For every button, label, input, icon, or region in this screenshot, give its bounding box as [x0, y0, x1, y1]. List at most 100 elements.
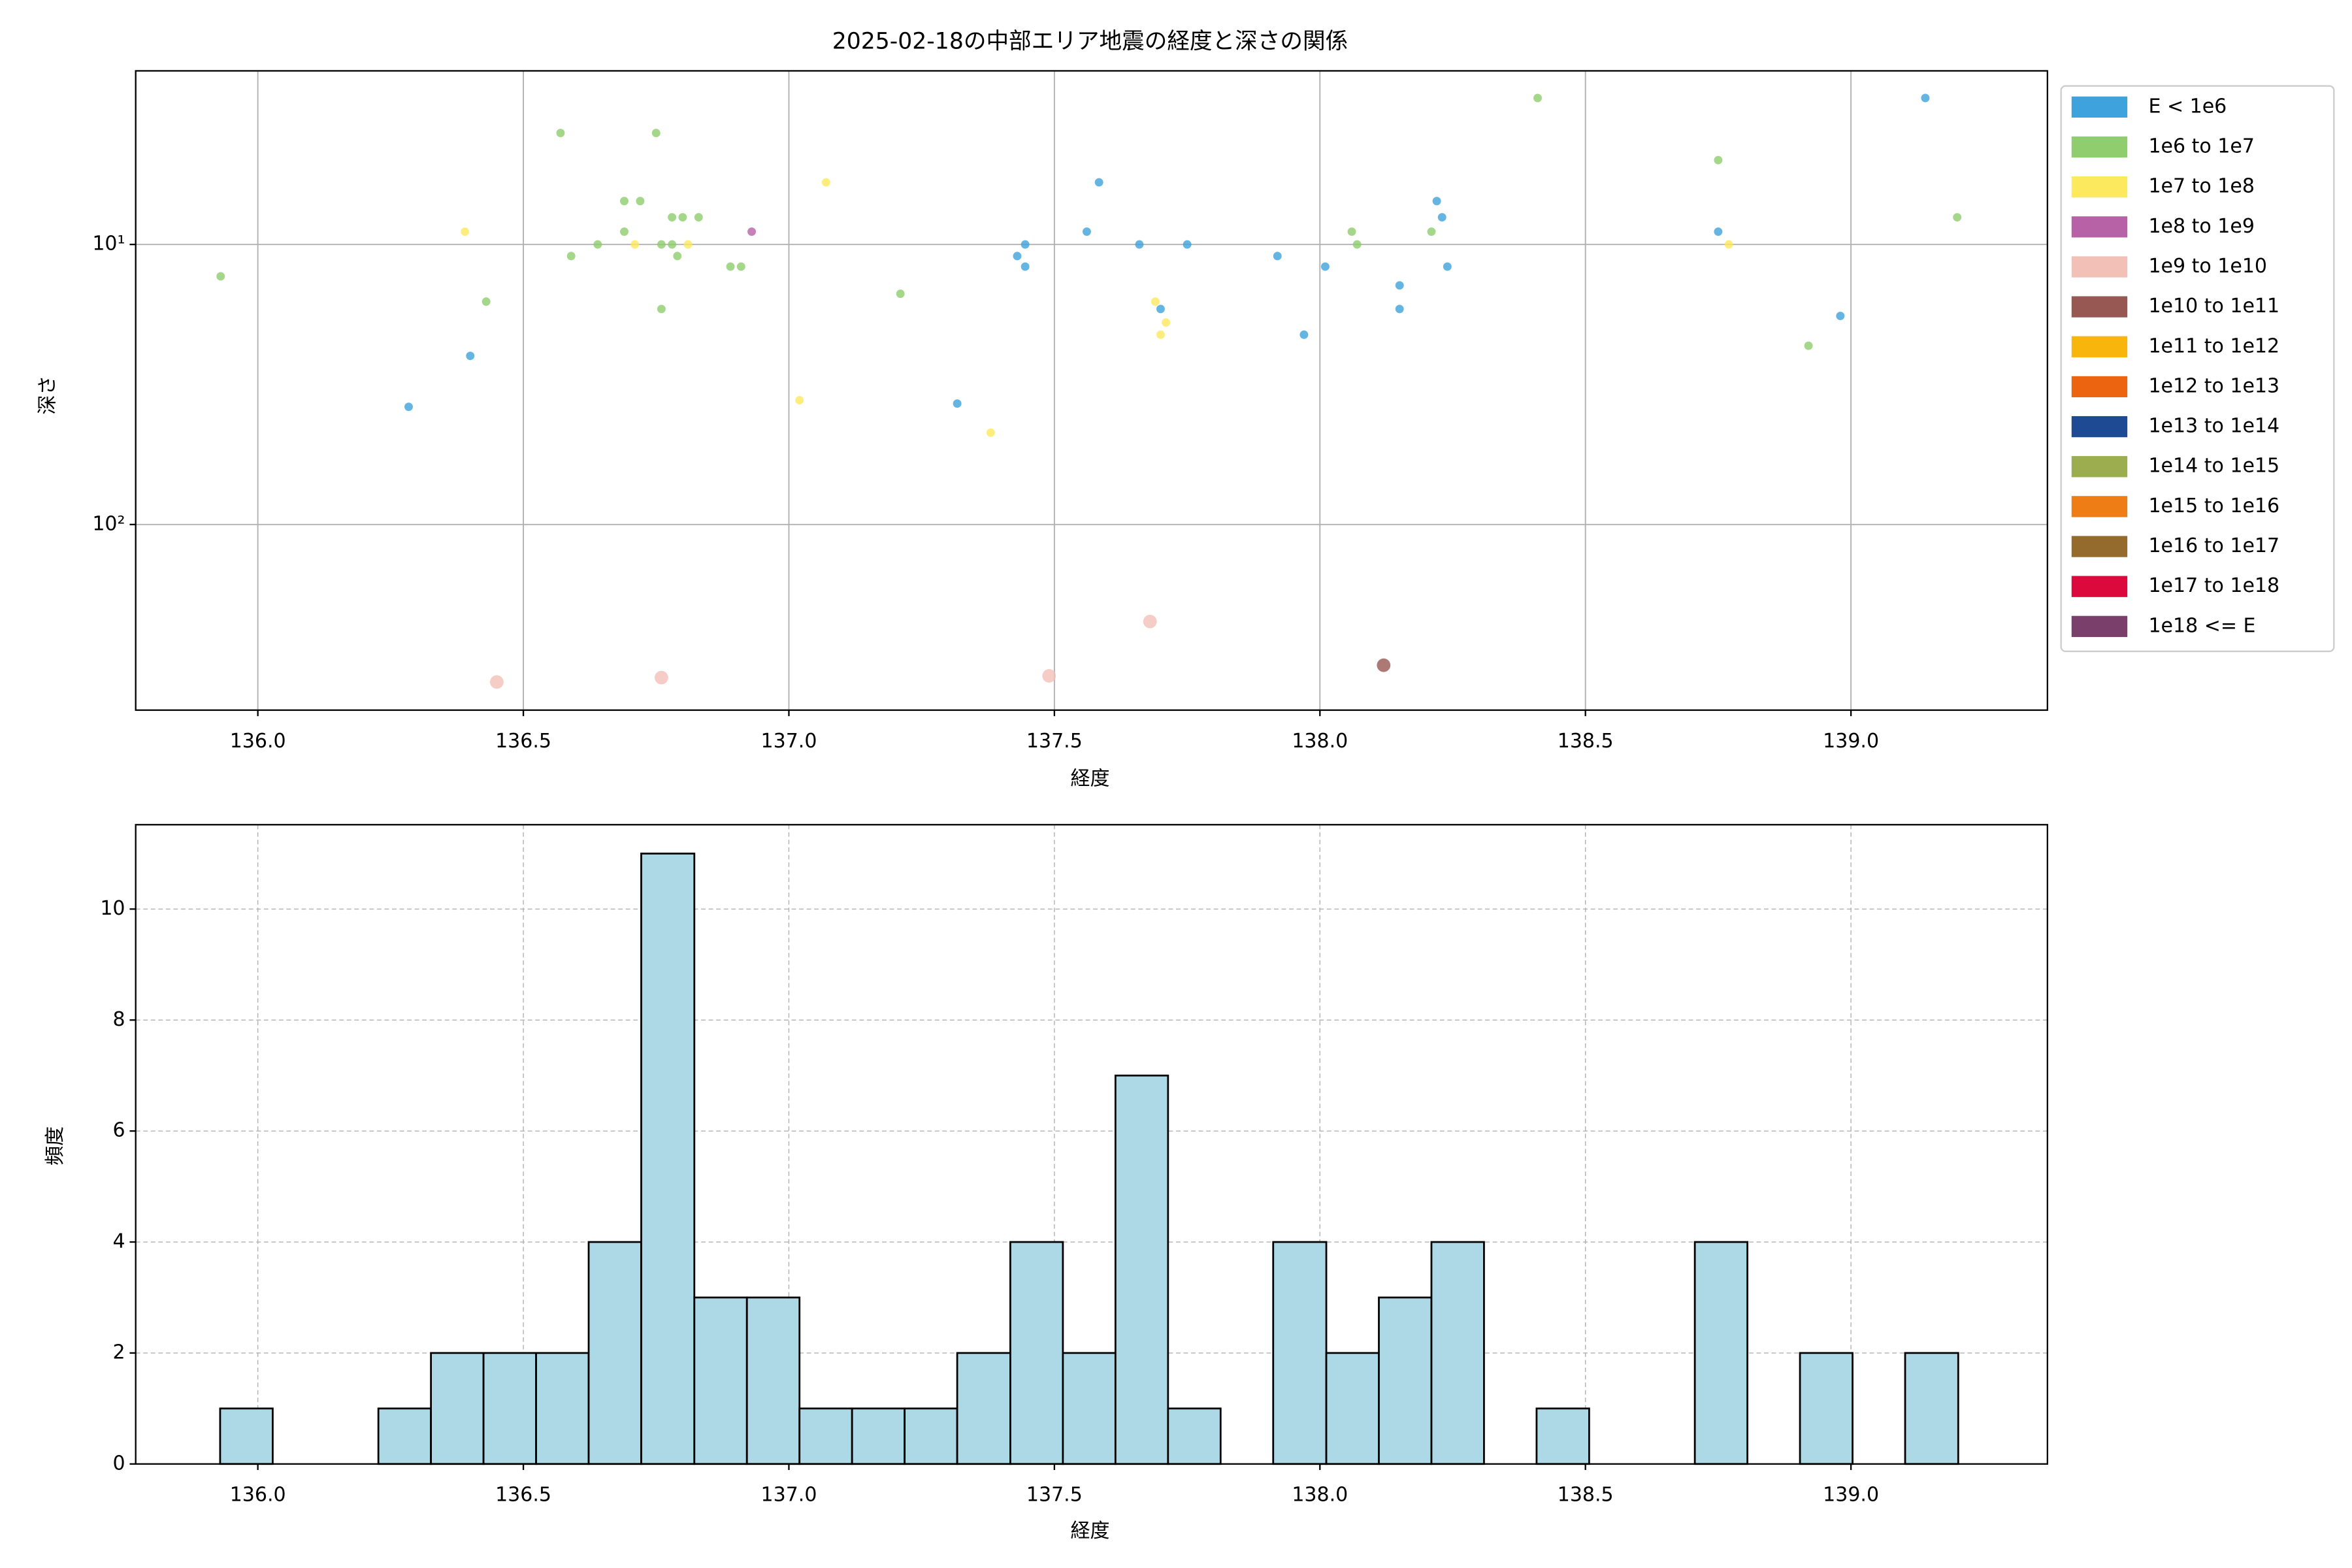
legend-label: 1e11 to 1e12 — [2148, 335, 2279, 357]
scatter-point — [1162, 318, 1171, 327]
y-tick-label: 10¹ — [92, 233, 125, 255]
legend-label: 1e10 to 1e11 — [2148, 295, 2279, 318]
scatter-point — [657, 240, 666, 249]
scatter-point — [1042, 669, 1056, 683]
scatter-point — [1320, 262, 1330, 271]
scatter-point — [630, 240, 640, 249]
y-tick-label: 6 — [112, 1119, 125, 1142]
legend-label: 1e16 to 1e17 — [2148, 534, 2279, 557]
x-axis-label: 経度 — [1070, 1520, 1109, 1543]
histogram-bar — [1325, 1352, 1380, 1465]
plot-frame — [135, 70, 2048, 711]
scatter-point — [1714, 227, 1723, 236]
scatter-point — [620, 197, 629, 206]
scatter-point — [651, 129, 661, 138]
histogram-bar — [1378, 1296, 1433, 1465]
x-tick-label: 136.5 — [495, 730, 551, 753]
scatter-point — [1377, 658, 1391, 672]
scatter-point — [556, 129, 565, 138]
histogram-bar — [745, 1296, 801, 1465]
scatter-point — [482, 297, 491, 306]
scatter-point — [953, 399, 962, 408]
scatter-point — [896, 289, 905, 299]
x-tick-label: 137.5 — [1026, 730, 1083, 753]
histogram-bar — [535, 1352, 590, 1465]
legend-label: 1e13 to 1e14 — [2148, 415, 2279, 438]
histogram-bar — [1799, 1352, 1854, 1465]
legend-label: 1e6 to 1e7 — [2148, 135, 2254, 158]
scatter-point — [1299, 330, 1309, 339]
x-tick-label: 138.5 — [1558, 730, 1614, 753]
scatter-point — [1533, 93, 1542, 103]
y-tick-label: 2 — [112, 1341, 125, 1364]
legend-label: 1e18 <= E — [2148, 614, 2255, 637]
histogram-bar — [1062, 1352, 1117, 1465]
y-tick-label: 10² — [92, 512, 125, 535]
histogram-bar — [1693, 1241, 1748, 1465]
legend-swatch — [2071, 615, 2128, 637]
histogram-bar — [1904, 1352, 1959, 1465]
legend-swatch — [2071, 96, 2128, 118]
scatter-point — [1443, 262, 1452, 271]
scatter-point — [683, 240, 693, 249]
scatter-point — [1094, 178, 1103, 187]
scatter-point — [1432, 197, 1441, 206]
histogram-bar — [377, 1407, 433, 1465]
x-tick-label: 138.0 — [1292, 1484, 1348, 1507]
scatter-point — [736, 262, 745, 271]
legend-swatch — [2071, 176, 2128, 198]
histogram-bar — [430, 1352, 485, 1465]
histogram-bar — [1430, 1241, 1485, 1465]
scatter-point — [1352, 240, 1362, 249]
histogram-bar — [851, 1407, 906, 1465]
histogram-bar — [956, 1352, 1011, 1465]
y-axis-label: 頻度 — [44, 1126, 67, 1166]
scatter-point — [726, 262, 735, 271]
x-tick-label: 139.0 — [1823, 730, 1879, 753]
legend-swatch — [2071, 456, 2128, 478]
x-tick-label: 138.5 — [1558, 1484, 1614, 1507]
scatter-point — [1021, 240, 1030, 249]
scatter-point — [1156, 304, 1165, 314]
histogram-bar — [693, 1296, 748, 1465]
scatter-point — [795, 396, 804, 405]
scatter-point — [490, 675, 504, 689]
legend-swatch — [2071, 376, 2128, 398]
histogram-bar — [904, 1407, 958, 1465]
histogram-bar — [640, 853, 696, 1465]
x-tick-label: 139.0 — [1823, 1484, 1879, 1507]
scatter-point — [678, 213, 687, 222]
scatter-point — [216, 272, 225, 281]
scatter-point — [673, 252, 682, 261]
scatter-point — [668, 213, 677, 222]
scatter-point — [1395, 281, 1404, 290]
legend-label: 1e14 to 1e15 — [2148, 455, 2279, 478]
x-tick-label: 136.0 — [230, 1484, 286, 1507]
scatter-point — [593, 240, 602, 249]
histogram-bar — [1167, 1407, 1222, 1465]
x-tick-label: 136.0 — [230, 730, 286, 753]
legend-label: 1e15 to 1e16 — [2148, 495, 2279, 517]
histogram-bar — [1009, 1241, 1064, 1465]
histogram-bar — [1114, 1074, 1169, 1465]
scatter-point — [1347, 227, 1356, 236]
scatter-point — [1143, 614, 1157, 629]
scatter-point — [636, 197, 645, 206]
histogram-bar — [1535, 1407, 1590, 1465]
legend-label: 1e12 to 1e13 — [2148, 374, 2279, 397]
scatter-point — [694, 213, 703, 222]
scatter-point — [1953, 213, 1962, 222]
legend-swatch — [2071, 336, 2128, 357]
plot-frame — [135, 824, 2048, 1465]
scatter-point — [1021, 262, 1030, 271]
y-tick-label: 4 — [112, 1230, 125, 1253]
scatter-point — [1437, 213, 1446, 222]
scatter-point — [1921, 93, 1930, 103]
histogram-bar — [798, 1407, 853, 1465]
scatter-point — [1836, 312, 1845, 321]
y-tick-label: 8 — [112, 1008, 125, 1031]
scatter-point — [1714, 155, 1723, 165]
x-tick-label: 137.0 — [761, 1484, 817, 1507]
scatter-point — [1082, 227, 1091, 236]
scatter-point — [566, 252, 576, 261]
